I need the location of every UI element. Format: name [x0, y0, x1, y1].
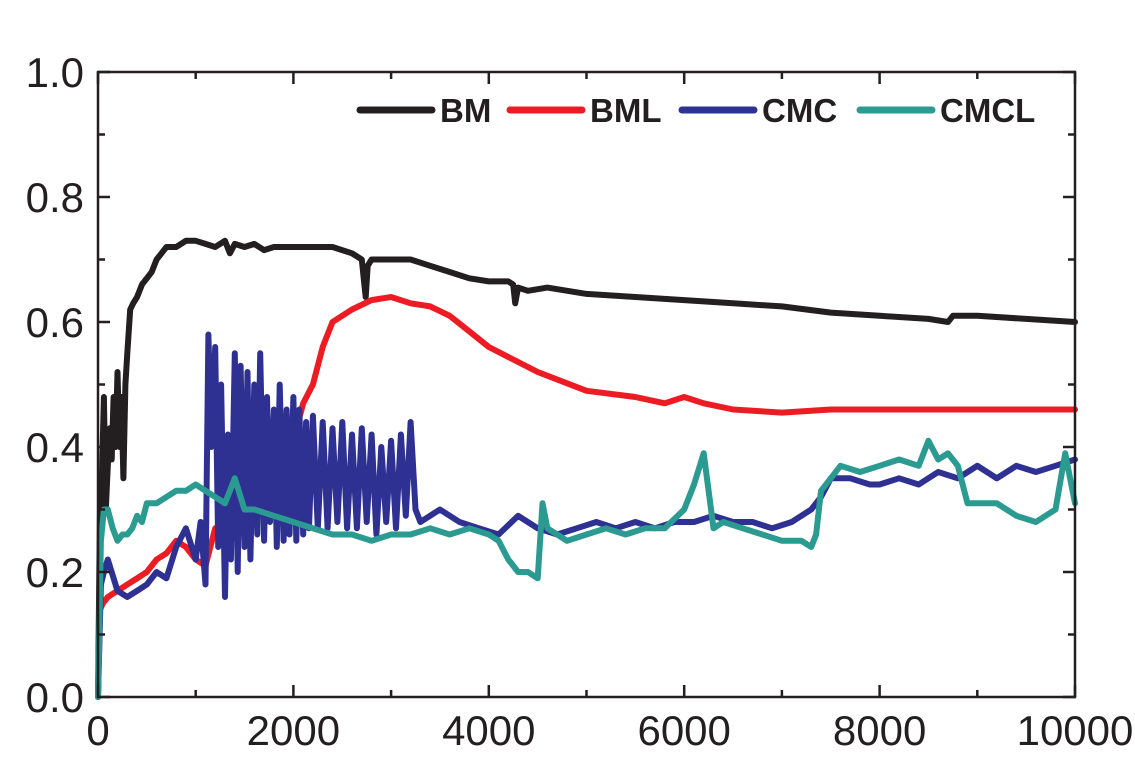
x-tick-label: 6000 [637, 707, 730, 754]
y-tick-label: 0.2 [26, 549, 84, 596]
legend-item-bm: BM [356, 92, 491, 129]
ticks-layer: 0 2000 4000 6000 8000 10000 0.0 0.2 0.4 0.6 0.8 1.0 [26, 49, 1134, 754]
series-line-cmc [95, 331, 1078, 700]
x-tick-label: 4000 [442, 707, 535, 754]
series-line-cmcl [95, 437, 1078, 700]
y-tick-label: 1.0 [26, 49, 84, 96]
series-layer [95, 237, 1078, 700]
x-tick-label: 8000 [833, 707, 926, 754]
x-tick-label: 2000 [247, 707, 340, 754]
legend-item-cmc: CMC [678, 92, 837, 129]
y-tick-label: 0.8 [26, 174, 84, 221]
x-tick-label: 10000 [1017, 707, 1134, 754]
y-tick-label: 0.6 [26, 299, 84, 346]
x-tick-label: 0 [86, 707, 109, 754]
legend: BM BML CMC CMCL [356, 92, 1035, 129]
y-tick-label: 0.4 [26, 424, 84, 471]
legend-label: CMC [762, 92, 837, 129]
legend-label: BM [440, 92, 491, 129]
legend-item-cmcl: CMCL [856, 92, 1035, 129]
series-line-bm [95, 237, 1078, 700]
y-tick-label: 0.0 [26, 674, 84, 721]
legend-item-bml: BML [506, 92, 661, 129]
series-line-bml [95, 294, 1078, 700]
legend-label: BML [590, 92, 661, 129]
legend-label: CMCL [940, 92, 1035, 129]
